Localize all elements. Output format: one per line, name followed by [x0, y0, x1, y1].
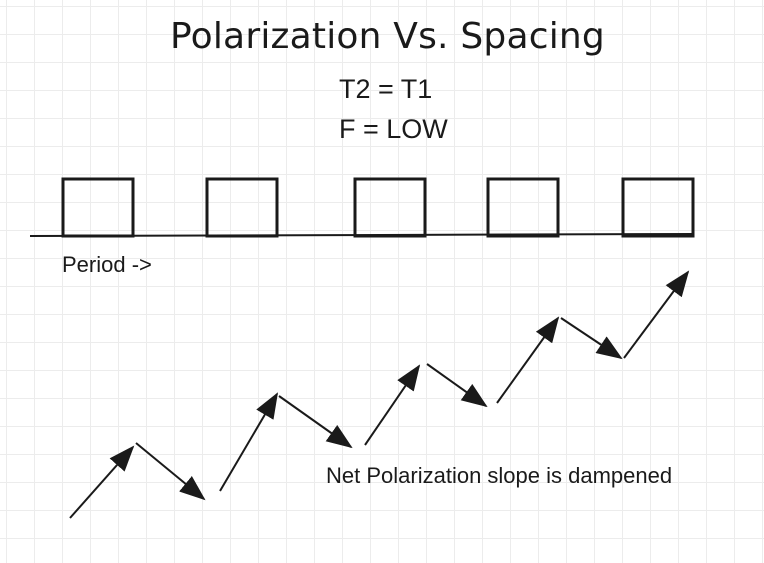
- period-axis-label: Period ->: [62, 252, 152, 277]
- polarization-arrow-up: [219, 392, 279, 492]
- pulse-box: [353, 177, 427, 238]
- polarization-arrow-down: [135, 442, 206, 501]
- polarization-arrow-up: [69, 445, 135, 519]
- polarization-arrow-up: [496, 316, 560, 404]
- caption-text: Net Polarization slope is dampened: [326, 463, 673, 488]
- diagram-title: Polarization Vs. Spacing: [170, 16, 605, 57]
- pulse-box: [61, 177, 135, 238]
- equation-frequency: F = LOW: [339, 114, 448, 144]
- pulse-box: [486, 177, 560, 238]
- polarization-arrow-down: [560, 317, 623, 360]
- polarization-arrow-down: [426, 363, 488, 408]
- polarization-arrow-down: [278, 395, 353, 449]
- pulse-box: [621, 177, 695, 238]
- polarization-arrow-up: [364, 364, 421, 446]
- equation-t2-t1: T2 = T1: [339, 74, 433, 104]
- polarization-arrow-up: [623, 270, 690, 359]
- pulse-box: [205, 177, 279, 238]
